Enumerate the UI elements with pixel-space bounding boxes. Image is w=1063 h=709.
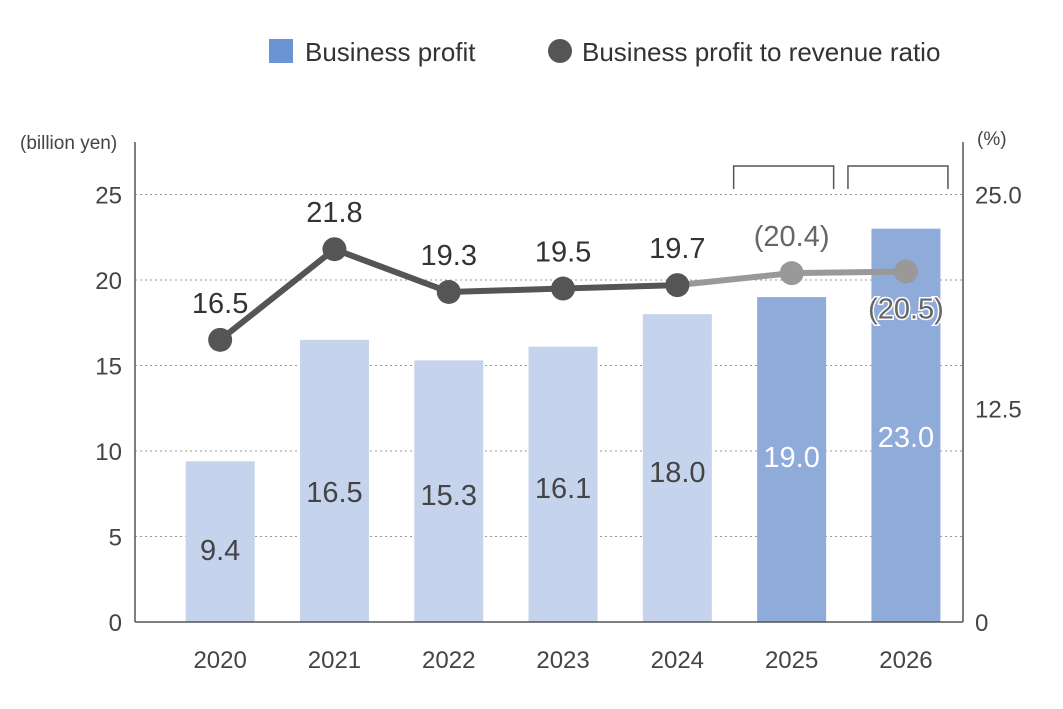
ratio-point (893, 259, 918, 284)
y-right-tick-label: 0 (975, 610, 988, 637)
axes (134, 142, 964, 623)
data-labels: 16.5 21.8 19.3 19.5 19.7 (20.4) (20.5) 9.4 16.5 1… (192, 197, 945, 567)
bar-data-label: 9.4 (200, 535, 240, 567)
y-left-tick-label: 0 (109, 610, 122, 637)
bar-data-label: 15.3 (421, 480, 477, 512)
x-tick-label: 2024 (651, 647, 704, 674)
y-right-tick-label: 25.0 (975, 183, 1022, 210)
bar-data-label: 18.0 (649, 457, 705, 489)
legend-line-label: Business profit to revenue ratio (582, 37, 940, 67)
ratio-data-label: 19.3 (421, 240, 477, 272)
bar (871, 228, 941, 622)
x-tick-label: 2026 (879, 647, 932, 674)
y-right-tick-label: 12.5 (975, 396, 1022, 423)
ratio-point (551, 276, 576, 301)
y-left-tick-label: 25 (95, 183, 122, 210)
x-tick-label: 2025 (765, 647, 818, 674)
y-left-tick-label: 20 (95, 268, 122, 295)
forecast-bracket (732, 165, 835, 189)
forecast-brackets (732, 165, 949, 189)
legend: Business profit Business profit to reven… (269, 37, 940, 67)
ratio-data-label: (20.4) (754, 221, 830, 253)
x-tick-label: 2022 (422, 647, 475, 674)
y-left-tick-label: 10 (95, 439, 122, 466)
legend-bar-label: Business profit (305, 37, 476, 67)
legend-bar-swatch (269, 39, 293, 63)
forecast-bracket (847, 165, 949, 189)
bar (414, 360, 484, 622)
x-tick-label: 2023 (536, 647, 589, 674)
bar-data-label: 16.1 (535, 473, 591, 505)
legend-line-swatch (548, 39, 572, 63)
bar (185, 461, 255, 622)
ratio-line (208, 237, 918, 352)
bar (757, 297, 827, 622)
ratio-point (436, 279, 461, 304)
bar-data-label: 19.0 (763, 442, 819, 474)
ratio-point (779, 261, 804, 286)
y-left-tick-label: 15 (95, 354, 122, 381)
bar (642, 314, 712, 622)
ratio-data-label: 21.8 (306, 197, 362, 229)
bar-data-label: 16.5 (306, 477, 362, 509)
ratio-point (322, 237, 347, 262)
ratio-point (665, 273, 690, 298)
y-right-unit-label: (%) (977, 129, 1007, 150)
bar-data-label: 23.0 (878, 422, 934, 454)
ratio-point (208, 327, 233, 352)
ratio-data-label: 16.5 (192, 288, 248, 320)
y-left-tick-label: 5 (109, 525, 122, 552)
bars (185, 228, 941, 622)
x-tick-label: 2021 (308, 647, 361, 674)
ratio-data-label: (20.5) (868, 293, 944, 325)
ratio-data-label: 19.7 (649, 233, 705, 265)
ratio-data-label: 19.5 (535, 237, 591, 269)
y-left-unit-label: (billion yen) (20, 133, 117, 154)
bar (299, 339, 369, 622)
bar (528, 346, 598, 622)
x-tick-label: 2020 (193, 647, 246, 674)
